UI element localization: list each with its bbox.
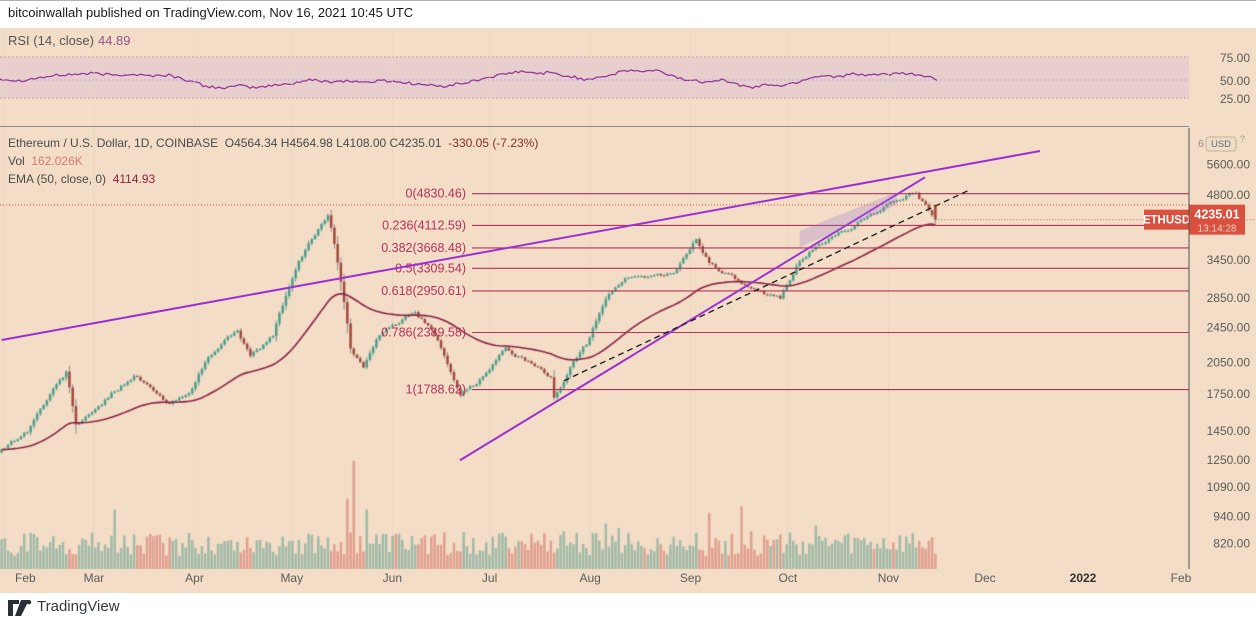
svg-text:1750.00: 1750.00 xyxy=(1207,387,1251,401)
svg-text:Aug: Aug xyxy=(579,571,600,585)
svg-text:Oct: Oct xyxy=(778,571,797,585)
svg-text:0.5(3309.54): 0.5(3309.54) xyxy=(395,261,466,275)
svg-text:2050.00: 2050.00 xyxy=(1207,356,1251,370)
svg-text:1450.00: 1450.00 xyxy=(1207,424,1251,438)
svg-text:0.618(2950.61): 0.618(2950.61) xyxy=(381,284,466,298)
svg-text:?: ? xyxy=(1240,134,1245,144)
svg-text:940.00: 940.00 xyxy=(1213,509,1250,523)
svg-text:13:14:28: 13:14:28 xyxy=(1198,224,1237,235)
svg-text:Jul: Jul xyxy=(482,571,497,585)
svg-text:2450.00: 2450.00 xyxy=(1207,321,1251,335)
svg-text:4235.01: 4235.01 xyxy=(1194,208,1239,222)
svg-text:4800.00: 4800.00 xyxy=(1207,188,1251,202)
svg-text:1250.00: 1250.00 xyxy=(1207,453,1251,467)
svg-text:0(4830.46): 0(4830.46) xyxy=(406,187,466,201)
svg-text:Mar: Mar xyxy=(84,571,105,585)
svg-text:Feb: Feb xyxy=(1171,571,1192,585)
svg-text:5600.00: 5600.00 xyxy=(1207,158,1251,172)
svg-text:0.236(4112.59): 0.236(4112.59) xyxy=(382,218,466,232)
svg-text:1090.00: 1090.00 xyxy=(1207,480,1251,494)
svg-text:6: 6 xyxy=(1198,138,1204,150)
svg-text:Sep: Sep xyxy=(680,571,702,585)
svg-text:ETHUSD: ETHUSD xyxy=(1143,215,1190,227)
svg-text:USD: USD xyxy=(1211,139,1231,150)
svg-text:Dec: Dec xyxy=(974,571,995,585)
svg-text:Jun: Jun xyxy=(383,571,402,585)
svg-text:0.382(3668.48): 0.382(3668.48) xyxy=(381,241,466,255)
svg-text:Apr: Apr xyxy=(185,571,204,585)
svg-text:0.786(2389.58): 0.786(2389.58) xyxy=(381,325,466,339)
svg-text:2850.00: 2850.00 xyxy=(1207,291,1251,305)
svg-text:Nov: Nov xyxy=(878,571,899,585)
svg-text:May: May xyxy=(280,571,303,585)
svg-text:3450.00: 3450.00 xyxy=(1207,253,1251,267)
svg-text:Feb: Feb xyxy=(15,571,36,585)
svg-text:1(1788.62): 1(1788.62) xyxy=(406,383,466,397)
svg-text:2022: 2022 xyxy=(1070,571,1097,585)
svg-text:820.00: 820.00 xyxy=(1213,536,1250,550)
